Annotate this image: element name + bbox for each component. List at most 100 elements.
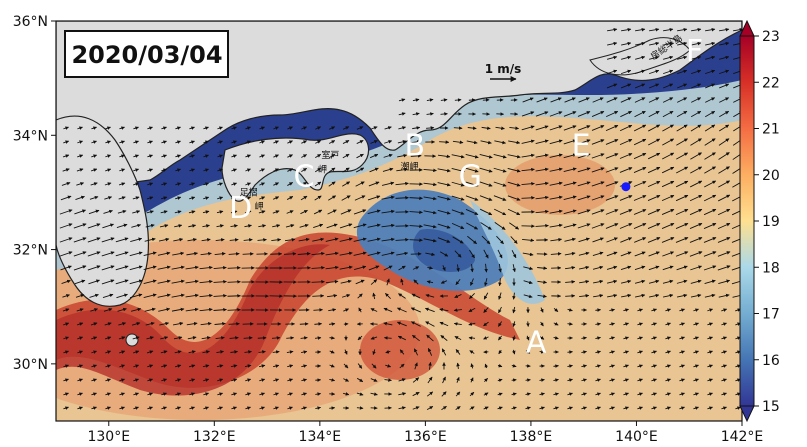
velocity-vector — [677, 69, 688, 75]
velocity-vector — [62, 308, 70, 312]
velocity-vector — [690, 110, 702, 118]
velocity-vector — [299, 322, 309, 326]
velocity-vector — [609, 364, 615, 368]
velocity-vector — [456, 362, 460, 370]
velocity-vector — [199, 265, 213, 270]
velocity-vector — [605, 153, 619, 159]
velocity-vector — [539, 378, 545, 382]
velocity-vector — [676, 97, 688, 103]
velocity-vector — [343, 308, 349, 312]
velocity-vector — [427, 376, 433, 384]
place-label: 室戸 — [321, 149, 339, 161]
velocity-vector — [354, 195, 366, 201]
velocity-vector — [437, 209, 451, 215]
velocity-vector — [91, 154, 98, 158]
velocity-vector — [423, 238, 437, 243]
velocity-vector — [565, 294, 576, 298]
velocity-vector — [718, 293, 730, 298]
velocity-vector — [328, 195, 337, 201]
velocity-vector — [648, 293, 660, 298]
velocity-vector — [372, 349, 376, 355]
velocity-vector — [605, 124, 619, 132]
velocity-vector — [217, 154, 223, 158]
lon-tick-label: 136°E — [404, 429, 447, 445]
velocity-vector — [231, 154, 237, 158]
velocity-vector — [91, 126, 97, 130]
velocity-vector — [521, 139, 535, 144]
velocity-vector — [425, 321, 435, 327]
velocity-vector — [553, 406, 559, 410]
velocity-vector — [479, 181, 493, 187]
velocity-vector — [621, 55, 632, 60]
velocity-vector — [102, 293, 114, 299]
velocity-vector — [242, 252, 254, 256]
velocity-vector — [118, 182, 126, 186]
velocity-vector — [329, 406, 336, 410]
velocity-vector — [497, 392, 503, 396]
velocity-vector — [171, 265, 185, 270]
velocity-vector — [161, 364, 168, 368]
velocity-vector — [564, 251, 576, 256]
velocity-vector — [344, 349, 348, 355]
velocity-vector — [691, 27, 702, 32]
velocity-vector — [259, 378, 266, 382]
velocity-vector — [521, 181, 535, 186]
velocity-vector — [426, 334, 434, 342]
velocity-vector — [328, 153, 336, 159]
velocity-vector — [231, 168, 237, 172]
velocity-vector — [540, 307, 544, 313]
velocity-vector — [385, 364, 392, 368]
velocity-vector — [312, 237, 325, 242]
velocity-vector — [691, 55, 702, 60]
velocity-vector — [676, 166, 689, 174]
velocity-vector — [677, 55, 688, 60]
velocity-vector — [483, 406, 489, 410]
velocity-vector — [563, 111, 577, 117]
velocity-vector — [675, 223, 689, 229]
velocity-vector — [609, 378, 615, 382]
velocity-vector — [159, 321, 170, 326]
velocity-vector — [358, 307, 362, 313]
velocity-vector — [454, 335, 462, 341]
velocity-vector — [578, 237, 590, 243]
velocity-vector — [213, 279, 227, 284]
velocity-vector — [423, 210, 437, 215]
velocity-vector — [73, 251, 87, 257]
velocity-vector — [579, 279, 590, 284]
velocity-vector — [215, 336, 225, 340]
velocity-vector — [689, 194, 703, 202]
velocity-vector — [649, 41, 660, 46]
velocity-vector — [605, 195, 619, 201]
cold-tongue — [470, 200, 545, 304]
velocity-vector — [511, 406, 517, 410]
velocity-vector — [118, 196, 126, 200]
velocity-vector — [523, 280, 533, 285]
velocity-vector — [440, 335, 448, 341]
velocity-vector — [606, 69, 618, 75]
velocity-vector — [216, 350, 224, 354]
velocity-vector — [537, 280, 547, 284]
velocity-vector — [367, 195, 381, 201]
velocity-vector — [105, 364, 111, 368]
velocity-vector — [301, 406, 307, 410]
velocity-vector — [469, 406, 475, 410]
velocity-vector — [147, 378, 153, 382]
velocity-vector — [605, 181, 619, 187]
velocity-vector — [577, 111, 591, 117]
velocity-vector — [550, 252, 562, 256]
velocity-vector — [301, 392, 307, 396]
velocity-vector — [549, 195, 563, 200]
date-label: 2020/03/04 — [71, 41, 222, 69]
velocity-vector — [440, 98, 448, 102]
velocity-vector — [623, 336, 629, 340]
region-label-g: G — [459, 160, 482, 195]
velocity-vector — [661, 208, 675, 216]
velocity-vector — [521, 153, 535, 158]
velocity-vector — [493, 181, 507, 187]
velocity-vector — [454, 294, 462, 298]
velocity-vector — [605, 110, 619, 118]
velocity-vector — [129, 251, 143, 257]
velocity-vector — [451, 222, 465, 230]
velocity-vector — [381, 181, 395, 186]
velocity-vector — [353, 251, 367, 256]
